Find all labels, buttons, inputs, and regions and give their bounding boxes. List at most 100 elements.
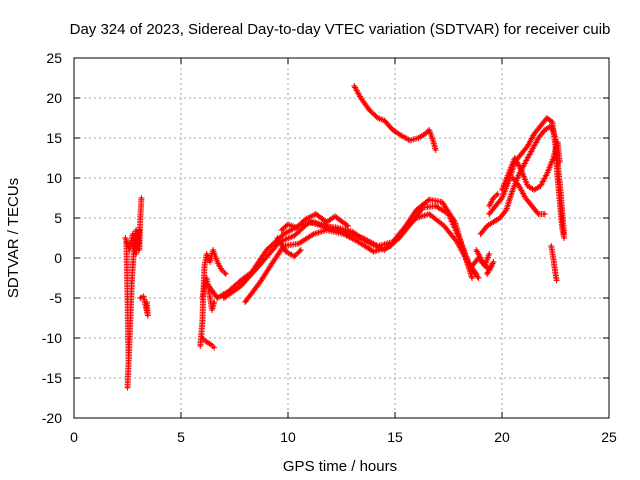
data-point	[299, 248, 303, 252]
data-point	[487, 204, 491, 208]
x-axis-label: GPS time / hours	[283, 458, 397, 475]
data-point	[346, 224, 350, 228]
data-point	[507, 180, 510, 184]
data-point	[470, 276, 474, 280]
data-point	[470, 264, 474, 268]
data-point	[295, 226, 298, 229]
data-point	[415, 216, 418, 220]
series-seg-1d	[278, 211, 351, 233]
y-tick-label: 0	[54, 250, 62, 266]
x-tick-label: 15	[387, 429, 403, 445]
data-point	[353, 84, 356, 88]
data-point	[138, 228, 141, 232]
data-point	[517, 184, 521, 188]
data-point	[212, 346, 216, 349]
data-point	[485, 272, 489, 276]
data-point	[336, 226, 339, 229]
data-point	[483, 264, 487, 268]
data-point	[434, 148, 437, 152]
data-point	[224, 272, 228, 276]
data-point	[550, 244, 553, 248]
data-point	[477, 256, 480, 260]
data-point	[520, 168, 523, 172]
data-point	[475, 272, 478, 276]
data-point	[212, 300, 216, 304]
data-point	[455, 240, 459, 244]
y-tick-label: -5	[50, 290, 63, 306]
data-point	[552, 256, 555, 260]
tick-labels: 0 5 10 15 20 25 -20 -15 -10 -5 0 5 10 15 20 25	[42, 50, 617, 445]
data-point	[365, 240, 369, 244]
data-point	[140, 196, 143, 200]
data-point	[276, 236, 279, 240]
y-tick-label: 15	[46, 130, 62, 146]
data-point	[321, 224, 324, 228]
data-point	[539, 124, 542, 128]
data-point	[408, 139, 412, 142]
data-point	[553, 264, 556, 268]
data-point	[351, 230, 354, 233]
data-point	[139, 216, 142, 220]
data-point	[282, 232, 285, 236]
data-point	[487, 212, 491, 216]
data-point	[545, 172, 549, 176]
data-point	[417, 136, 420, 140]
data-point	[562, 236, 566, 240]
data-point	[128, 336, 131, 340]
data-point	[415, 208, 418, 212]
data-point	[199, 344, 202, 348]
data-point	[554, 136, 557, 140]
data-point	[530, 204, 534, 208]
data-point	[130, 280, 133, 284]
data-point	[487, 268, 491, 272]
data-point	[258, 280, 262, 284]
y-tick-label: 5	[54, 210, 62, 226]
data-point	[146, 314, 150, 317]
data-point	[127, 360, 130, 364]
x-tick-label: 25	[601, 429, 617, 445]
data-point	[556, 140, 559, 144]
data-point	[205, 276, 208, 280]
data-point	[139, 296, 142, 300]
series-seg-7c	[499, 139, 563, 193]
chart-title: Day 324 of 2023, Sidereal Day-to-day VTE…	[70, 21, 611, 38]
y-tick-label: -15	[42, 370, 62, 386]
grid-lines	[74, 58, 609, 418]
data-point	[466, 260, 469, 264]
data-point	[562, 232, 566, 236]
data-point	[314, 212, 318, 216]
data-point	[505, 208, 508, 212]
data-point	[458, 236, 461, 240]
x-tick-label: 10	[280, 429, 296, 445]
data-point	[220, 268, 223, 272]
data-point	[539, 184, 542, 188]
y-tick-label: -10	[42, 330, 62, 346]
data-point	[559, 192, 563, 196]
data-point	[532, 188, 536, 192]
data-point	[216, 260, 219, 264]
data-point	[477, 276, 480, 280]
data-point	[496, 192, 499, 196]
data-point	[520, 152, 523, 156]
series-seg-7f	[486, 191, 501, 209]
data-point	[144, 304, 147, 308]
y-tick-label: -20	[42, 410, 62, 426]
data-point	[475, 248, 478, 252]
data-point	[131, 232, 135, 236]
plot-frame	[73, 57, 610, 419]
data-point	[308, 220, 311, 224]
data-point	[492, 260, 495, 264]
data-point	[280, 228, 283, 232]
data-point	[550, 124, 553, 128]
data-point	[485, 224, 489, 228]
data-point	[400, 134, 403, 137]
data-point	[297, 242, 300, 245]
series-seg-7d	[509, 175, 548, 217]
data-point	[543, 212, 546, 216]
data-point	[303, 218, 307, 221]
y-tick-label: 20	[46, 90, 62, 106]
data-point	[532, 132, 536, 136]
data-point	[201, 320, 204, 324]
data-point	[325, 228, 328, 232]
